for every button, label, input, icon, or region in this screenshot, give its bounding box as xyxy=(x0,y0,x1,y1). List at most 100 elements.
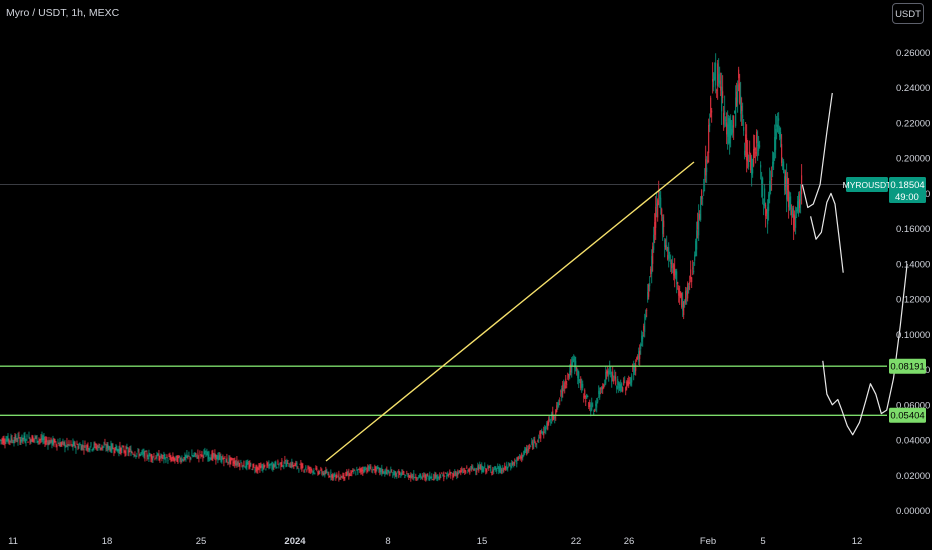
candle-body xyxy=(288,466,290,467)
candle-body xyxy=(499,466,501,473)
candle-body xyxy=(466,467,468,469)
candle-body xyxy=(396,475,398,477)
candle-body xyxy=(300,463,302,469)
candle-body xyxy=(608,370,610,377)
candle-body xyxy=(216,455,218,460)
candle-body xyxy=(524,449,526,453)
candle-body xyxy=(682,299,684,311)
candle-body xyxy=(107,444,109,450)
candle-body xyxy=(652,246,654,264)
candle-body xyxy=(632,368,634,370)
candle-body xyxy=(535,443,537,445)
candle-body xyxy=(709,123,711,127)
candle-body xyxy=(41,435,43,441)
candle-body xyxy=(105,447,107,449)
candle-body xyxy=(525,447,527,452)
candle-body xyxy=(141,451,143,453)
candle-body xyxy=(741,105,743,112)
current-price-label: 0.18504 xyxy=(890,180,924,191)
candle-body xyxy=(671,262,673,269)
candle-body xyxy=(404,476,406,478)
candle-body xyxy=(531,441,533,444)
candle-body xyxy=(565,378,567,385)
candle-body xyxy=(467,469,469,471)
candle-body xyxy=(238,463,240,466)
candle-body xyxy=(331,474,333,479)
candle-body xyxy=(738,69,740,79)
candle-body xyxy=(343,472,345,479)
candle-body xyxy=(165,459,167,462)
currency-button[interactable]: USDT xyxy=(892,3,924,24)
x-axis-tick-label: 18 xyxy=(102,536,113,547)
candle-body xyxy=(267,465,269,466)
candle-body xyxy=(46,440,48,442)
candle-body xyxy=(168,456,170,457)
candle-body xyxy=(299,464,301,465)
candle-body xyxy=(154,458,156,460)
candle-body xyxy=(234,460,236,466)
candle-body xyxy=(584,389,586,398)
candle-body xyxy=(239,463,241,468)
level-price-label: 0.08191 xyxy=(890,362,924,373)
candle-body xyxy=(768,194,770,212)
candle-body xyxy=(746,138,748,161)
candle-body xyxy=(45,439,47,442)
candle-body xyxy=(61,442,63,445)
projection-path-bottom[interactable] xyxy=(822,263,908,436)
candle-body xyxy=(184,454,186,460)
candle-body xyxy=(262,465,264,471)
candle-body xyxy=(533,439,535,447)
candle-body xyxy=(77,446,79,449)
candle-body xyxy=(233,460,235,464)
candle-body xyxy=(759,145,761,147)
candle-body xyxy=(563,383,565,386)
candle-body xyxy=(694,254,696,261)
candle-body xyxy=(596,401,598,408)
trendline[interactable] xyxy=(325,161,695,462)
candle-body xyxy=(761,178,763,185)
candle-body xyxy=(315,467,317,470)
candle-body xyxy=(321,470,323,474)
candle-body xyxy=(521,453,523,459)
candle-body xyxy=(610,369,612,375)
candle-body xyxy=(799,199,801,208)
candle-body xyxy=(110,443,112,452)
candle-body xyxy=(616,385,618,389)
candle-body xyxy=(342,475,344,478)
candle-body xyxy=(53,439,55,446)
candle-body xyxy=(530,445,532,447)
candle-body xyxy=(326,471,328,473)
candle-body xyxy=(599,392,601,398)
candle-body xyxy=(615,376,617,385)
candle-body xyxy=(191,453,193,457)
candle-body xyxy=(783,161,785,174)
candle-body xyxy=(677,281,679,285)
candle-body xyxy=(476,470,478,472)
candle-body xyxy=(3,438,5,443)
candle-body xyxy=(116,448,118,452)
projection-path-down[interactable] xyxy=(810,192,844,273)
candle-body xyxy=(685,291,687,302)
candle-body xyxy=(453,473,455,477)
candle-body xyxy=(500,467,502,474)
projection-path-up[interactable] xyxy=(801,92,833,209)
candle-body xyxy=(28,435,30,439)
candle-body xyxy=(624,382,626,384)
candle-body xyxy=(440,477,442,478)
candle-body xyxy=(604,384,606,386)
candle-body xyxy=(286,461,288,467)
candle-body xyxy=(423,474,425,476)
candle-body xyxy=(417,478,419,480)
candle-body xyxy=(551,413,553,420)
candle-body xyxy=(389,473,391,476)
y-axis-tick-label: 0.02000 xyxy=(896,471,930,482)
candle-body xyxy=(44,441,46,445)
candle-body xyxy=(441,472,443,474)
candle-body xyxy=(237,462,239,464)
candle-body xyxy=(284,459,286,462)
candle-body xyxy=(628,382,630,387)
candle-body xyxy=(283,464,285,466)
candle-body xyxy=(311,469,313,471)
candle-body xyxy=(221,458,223,462)
